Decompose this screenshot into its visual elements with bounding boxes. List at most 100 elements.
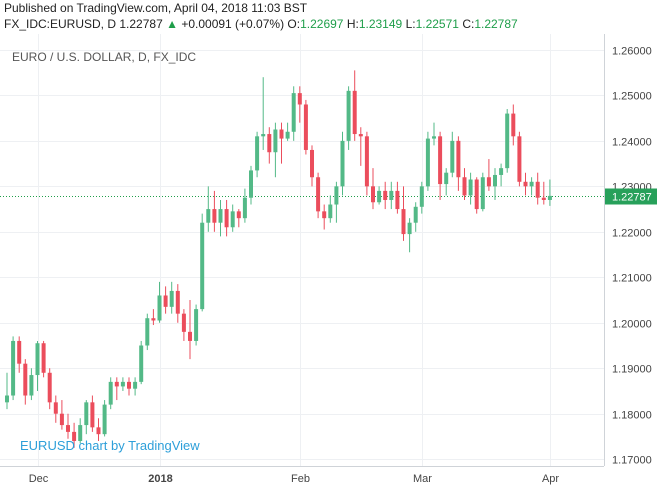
high-value: 1.23149	[358, 17, 403, 31]
candle-body	[236, 211, 241, 219]
candle-body	[413, 206, 418, 223]
candle-body	[181, 313, 186, 332]
candle-body	[438, 136, 443, 185]
candle-body	[23, 363, 28, 396]
candle-body	[371, 186, 375, 203]
candle-body	[175, 290, 180, 314]
high-label: H:	[346, 17, 359, 31]
close-value: 1.22787	[474, 17, 518, 31]
candle-body	[468, 179, 473, 196]
candle-body	[169, 290, 174, 307]
x-tick-label: 2018	[148, 473, 172, 485]
close-label: C:	[462, 17, 475, 31]
candle-body	[261, 134, 266, 137]
candle-body	[35, 343, 40, 376]
candle-body	[480, 177, 485, 210]
candle-body	[96, 427, 101, 435]
x-tick-label: Dec	[29, 473, 49, 485]
candle-body	[53, 402, 58, 414]
candle-body	[139, 345, 144, 382]
y-tick-label: 1.17000	[612, 455, 652, 467]
quote-line: FX_IDC:EURUSD, D 1.22787 ▲ +0.00091 (+0.…	[4, 17, 518, 31]
x-tick-label: Apr	[542, 473, 559, 485]
candle-body	[255, 136, 260, 171]
candle-body	[84, 402, 89, 426]
candle-body	[334, 186, 339, 205]
candle-body	[511, 113, 516, 137]
candle-body	[529, 181, 534, 187]
candle-body	[377, 190, 382, 203]
candle-body	[41, 343, 46, 373]
candle-body	[157, 295, 162, 321]
candle-body	[450, 140, 455, 173]
candle-body	[273, 129, 278, 153]
candle-body	[206, 209, 211, 223]
symbol-label: FX_IDC:EURUSD, D	[4, 17, 117, 31]
candle-body	[230, 211, 235, 228]
candle-body	[59, 413, 64, 426]
candle-body	[47, 372, 52, 403]
candle-body	[346, 90, 351, 141]
open-label: O:	[287, 17, 301, 31]
candle-body	[364, 136, 369, 187]
y-tick-label: 1.25000	[612, 91, 652, 103]
candle-body	[11, 340, 16, 396]
chart-watermark: EURUSD chart by TradingView	[20, 438, 200, 453]
candle-body	[291, 93, 296, 132]
candle-body	[163, 295, 168, 307]
candle-body	[303, 104, 308, 150]
candle-body	[29, 375, 34, 396]
published-credit: Published on TradingView.com, April 04, …	[4, 1, 308, 15]
candle-body	[194, 309, 199, 341]
low-label: L:	[405, 17, 416, 31]
y-tick-label: 1.21000	[612, 273, 652, 285]
candle-body	[535, 181, 540, 198]
candle-body	[224, 209, 229, 228]
candle-body	[285, 131, 290, 139]
candle-body	[340, 140, 345, 187]
last-price-tag	[605, 188, 657, 205]
open-value: 1.22697	[300, 17, 344, 31]
y-tick-label: 1.19000	[612, 364, 652, 376]
candle-body	[444, 172, 449, 185]
y-tick-label: 1.20000	[612, 319, 652, 331]
x-tick-label: Feb	[291, 473, 310, 485]
change-arrow-icon: ▲	[166, 17, 178, 31]
x-tick-label: Mar	[413, 473, 432, 485]
y-tick-label: 1.18000	[612, 410, 652, 422]
y-tick-label: 1.26000	[612, 46, 652, 58]
candle-body	[212, 209, 217, 223]
candle-body	[352, 90, 357, 135]
candle-body	[72, 431, 77, 441]
candle-body	[151, 318, 156, 321]
candle-body	[114, 381, 119, 387]
candle-body	[249, 170, 253, 198]
candle-body	[425, 138, 430, 187]
candle-body	[102, 404, 107, 435]
candle-body	[493, 174, 497, 187]
candle-body	[499, 168, 504, 175]
candle-body	[90, 402, 95, 428]
candle-body	[188, 331, 192, 341]
candle-body	[5, 395, 9, 403]
candle-body	[462, 177, 467, 196]
candle-body	[322, 211, 327, 219]
candle-body	[523, 181, 528, 187]
candle-body	[267, 134, 272, 153]
candle-body	[432, 136, 436, 139]
candle-body	[547, 195, 552, 200]
candle-body	[120, 381, 125, 387]
candle-body	[200, 222, 205, 310]
candle-body	[316, 177, 321, 212]
candle-body	[242, 197, 247, 219]
candle-body	[78, 425, 83, 441]
candle-body	[407, 222, 412, 235]
change-value: +0.00091 (+0.07%)	[181, 17, 285, 31]
chart-title: EURO / U.S. DOLLAR, D, FX_IDC	[12, 50, 196, 64]
candle-body	[474, 179, 479, 210]
candle-body	[310, 149, 314, 178]
candle-body	[395, 190, 400, 210]
candle-body	[145, 318, 150, 346]
last-price-tag-label: 1.22787	[612, 192, 652, 204]
